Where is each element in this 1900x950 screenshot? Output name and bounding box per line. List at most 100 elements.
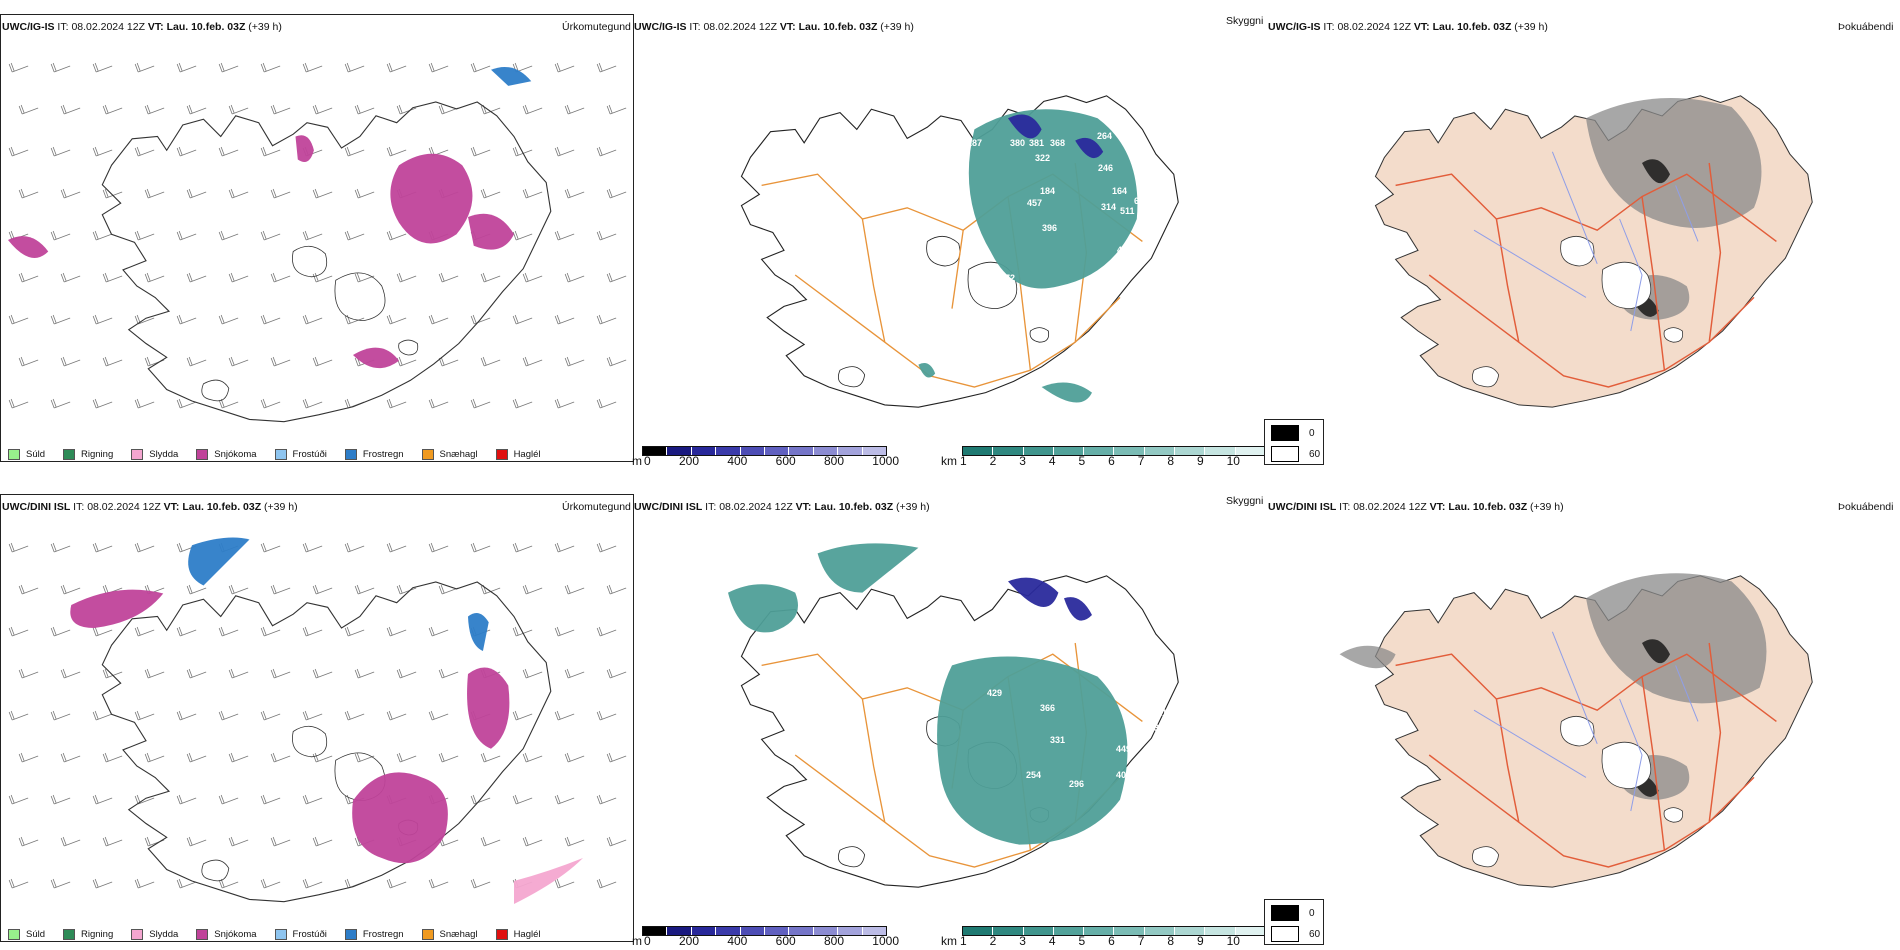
tick-label: 1000 xyxy=(872,934,899,948)
ceiling-value-label: 380 xyxy=(1010,138,1025,148)
fog-legend: 0 60 xyxy=(1264,419,1324,465)
colorbar-cell xyxy=(1235,927,1265,935)
fog-legend-item: 60 xyxy=(1271,446,1320,462)
ceiling-value-label: 264 xyxy=(1097,131,1112,141)
ceiling-value-label: 356 xyxy=(1154,723,1169,733)
visibility-colorbar xyxy=(962,926,1266,936)
legend-item: Snæhagl xyxy=(421,449,478,460)
tick-label: 200 xyxy=(678,454,700,468)
legend-item: Haglél xyxy=(495,929,541,940)
sleet-area xyxy=(514,858,583,904)
colorbar-cell xyxy=(838,447,863,455)
ceiling-value-label: 322 xyxy=(1035,153,1050,163)
glacier-outline xyxy=(967,261,1018,310)
ceiling-value-label: 421 xyxy=(1152,708,1167,718)
glacier-outline xyxy=(201,859,230,882)
road-network xyxy=(1395,162,1777,388)
ceiling-ticks: 0 200 400 600 800 1000 xyxy=(644,454,899,468)
colorbar-cell xyxy=(667,927,692,935)
ceiling-value-label: 368 xyxy=(1050,138,1065,148)
legend-item: Snjókoma xyxy=(196,449,257,460)
ceiling-unit: m xyxy=(632,934,642,948)
snow-area xyxy=(467,667,510,749)
precip-legend: Súld Rigning Slydda Snjókoma Frostúði Frostre… xyxy=(8,929,559,940)
fog-legend-swatch xyxy=(1271,926,1299,942)
frz-rain-area xyxy=(188,537,250,586)
colorbar-cell xyxy=(963,447,994,455)
precip-title: Úrkomutegund xyxy=(562,21,631,33)
road-network xyxy=(1395,642,1777,868)
tick-label: 200 xyxy=(678,934,700,948)
tick-label: 6 xyxy=(1108,454,1115,468)
fog-legend-label: 60 xyxy=(1309,448,1321,460)
glacier-outline xyxy=(1601,261,1652,309)
colorbar-cell xyxy=(1175,927,1206,935)
legend-swatch xyxy=(196,929,209,940)
glacier-outline xyxy=(926,235,961,267)
low-visibility-area xyxy=(937,656,1128,845)
legend-swatch xyxy=(344,929,357,940)
precip-legend: Súld Rigning Slydda Snjókoma Frostúði Frostre… xyxy=(8,449,559,460)
tick-label: 6 xyxy=(1108,934,1115,948)
panel-header: UWC/DINI ISL IT: 08.02.2024 12Z VT: Lau.… xyxy=(1268,501,1564,513)
visibility-ticks: 1 2 3 4 5 6 7 8 9 10 xyxy=(960,454,1240,468)
tick-label: 3 xyxy=(1019,934,1026,948)
glacier-outline xyxy=(1471,846,1500,868)
fog-indicator-area xyxy=(1586,98,1762,228)
colorbar-cell xyxy=(1205,927,1236,935)
precip-map xyxy=(8,537,627,904)
colorbar-cell xyxy=(1053,927,1085,935)
ceiling-value-label: 331 xyxy=(1050,735,1065,745)
visibility-title: Skyggni xyxy=(1226,495,1264,507)
ceiling-value-label: 388 xyxy=(1167,256,1182,266)
legend-item: Frostúði xyxy=(274,929,327,940)
colorbar-cell xyxy=(789,447,814,455)
legend-label: Slydda xyxy=(149,929,179,940)
legend-label: Rigning xyxy=(81,449,114,460)
coastline xyxy=(740,95,1179,408)
legend-item: Snæhagl xyxy=(421,929,478,940)
glacier-outline xyxy=(1029,327,1050,343)
low-ceiling-area xyxy=(1075,137,1104,159)
tick-label: 9 xyxy=(1197,454,1204,468)
tick-label: 400 xyxy=(727,454,748,468)
visibility-unit: km xyxy=(941,934,957,948)
ceiling-value-label: 254 xyxy=(1026,770,1041,780)
fog-legend: 0 60 xyxy=(1264,899,1324,945)
legend-item: Frostúði xyxy=(274,449,327,460)
fog-legend-swatch xyxy=(1271,905,1299,921)
glacier-outline xyxy=(1663,807,1684,823)
tick-label: 800 xyxy=(823,454,844,468)
tick-label: 3 xyxy=(1019,454,1026,468)
snow-area xyxy=(390,153,473,244)
tick-label: 2 xyxy=(989,934,997,948)
colorbar-cell xyxy=(1084,447,1115,455)
tick-label: 800 xyxy=(823,934,844,948)
ceiling-value-label: 314 xyxy=(1101,202,1116,212)
fog-map xyxy=(1339,573,1813,888)
tick-label: 0 xyxy=(644,934,651,948)
colorbar-cell xyxy=(643,447,668,455)
ceiling-value-label: 429 xyxy=(987,688,1002,698)
colorbar-cell xyxy=(993,447,1024,455)
colorbar-cell xyxy=(716,927,741,935)
tick-label: 8 xyxy=(1167,934,1175,948)
fog-legend-label: 0 xyxy=(1309,907,1315,919)
glacier-outline xyxy=(1471,366,1500,388)
colorbar-cell xyxy=(740,927,766,935)
panel-header: UWC/IG-IS IT: 08.02.2024 12Z VT: Lau. 10… xyxy=(634,21,914,33)
legend-label: Haglél xyxy=(513,929,541,940)
legend-item: Rigning xyxy=(63,449,113,460)
glacier-outline xyxy=(1560,235,1595,267)
legend-label: Haglél xyxy=(513,449,541,460)
colorbar-cell xyxy=(1023,927,1054,935)
glacier-outline xyxy=(837,846,866,868)
colorbar-cell xyxy=(667,447,692,455)
glacier-outline xyxy=(201,379,230,402)
colorbar-cell xyxy=(1114,927,1145,935)
low-visibility-area xyxy=(817,543,919,593)
ceiling-value-label: 296 xyxy=(1069,779,1084,789)
low-visibility-area xyxy=(1041,382,1092,403)
tick-label: 1 xyxy=(960,934,967,948)
